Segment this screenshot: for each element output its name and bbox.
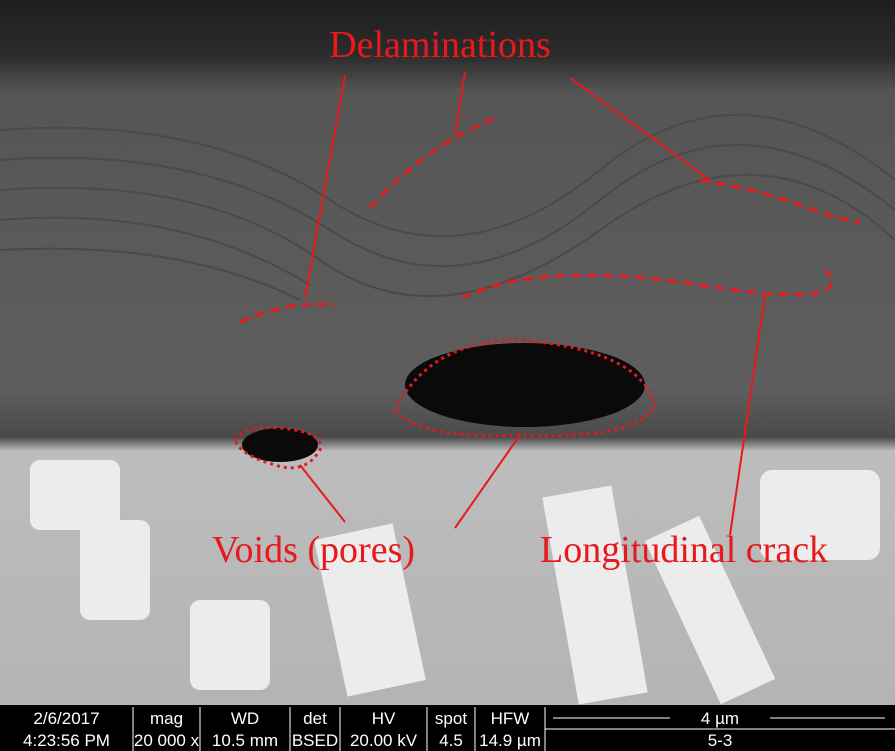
annotation-label: Voids (pores) — [212, 529, 415, 571]
annotation-label: Longitudinal crack — [540, 529, 828, 571]
sem-figure: Delaminations Voids (pores) Longitudinal… — [0, 0, 895, 751]
info-header: mag — [150, 709, 183, 728]
info-header: WD — [231, 709, 259, 728]
info-header: HV — [372, 709, 396, 728]
info-value: 10.5 mm — [212, 731, 278, 750]
info-header: 2/6/2017 — [33, 709, 99, 728]
info-header: HFW — [491, 709, 530, 728]
annotation-label: Delaminations — [329, 24, 551, 66]
scale-bar-label: 4 µm — [701, 709, 739, 728]
sample-id: 5-3 — [708, 731, 733, 750]
info-value: BSED — [292, 731, 338, 750]
info-header: det — [303, 709, 327, 728]
page: Delaminations Voids (pores) Longitudinal… — [0, 0, 895, 751]
info-value: 20.00 kV — [350, 731, 418, 750]
info-value: 20 000 x — [134, 731, 200, 750]
info-value: 4:23:56 PM — [23, 731, 110, 750]
info-value: 4.5 — [439, 731, 463, 750]
info-value: 14.9 µm — [479, 731, 541, 750]
info-header: spot — [435, 709, 467, 728]
